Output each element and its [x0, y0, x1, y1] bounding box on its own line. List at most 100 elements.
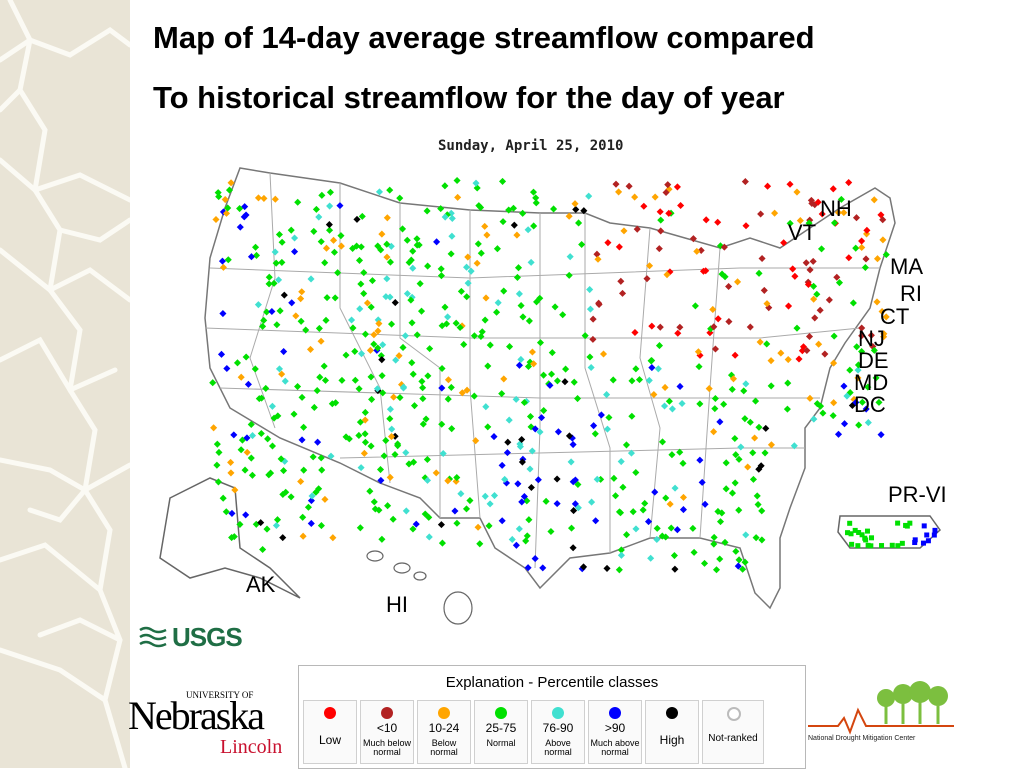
gauge-marker — [470, 332, 478, 340]
legend-item-much-above: >90 Much above normal — [588, 700, 642, 764]
gauge-marker — [338, 376, 346, 384]
gauge-marker — [877, 431, 885, 439]
gauge-marker — [921, 523, 927, 529]
gauge-marker — [758, 507, 766, 515]
gauge-marker — [357, 464, 365, 472]
gauge-marker — [213, 461, 221, 469]
gauge-marker — [732, 547, 740, 555]
gauge-marker — [280, 467, 288, 475]
gauge-marker — [490, 492, 499, 500]
gauge-marker — [609, 376, 617, 384]
title-line-2: To historical streamflow for the day of … — [153, 80, 785, 115]
gauge-marker — [317, 337, 325, 345]
gauge-marker — [388, 320, 396, 328]
gauge-marker — [486, 500, 494, 508]
gauge-marker — [612, 492, 620, 500]
gauge-marker — [380, 452, 388, 460]
gauge-marker — [386, 415, 394, 423]
label-ma: MA — [890, 254, 923, 279]
gauge-marker — [310, 227, 318, 235]
gauge-marker — [357, 280, 365, 288]
label-ak: AK — [246, 572, 276, 597]
gauge-marker — [254, 194, 262, 202]
gauge-marker — [732, 451, 740, 459]
gauge-marker — [780, 239, 788, 247]
gauge-marker — [370, 340, 378, 348]
gauge-marker — [627, 449, 635, 457]
gauge-marker — [306, 345, 315, 353]
gauge-marker — [525, 516, 533, 524]
gauge-marker — [332, 399, 340, 407]
gauge-marker — [655, 245, 663, 253]
gauge-marker — [702, 216, 710, 224]
gauge-marker — [835, 279, 844, 287]
gauge-marker — [231, 486, 239, 494]
gauge-marker — [368, 395, 376, 403]
gauge-marker — [809, 257, 817, 265]
gauge-marker — [757, 462, 765, 470]
gauge-marker — [508, 535, 516, 544]
cracked-texture-panel — [0, 0, 130, 768]
gauge-marker — [829, 412, 837, 420]
label-ct: CT — [880, 304, 910, 329]
gauge-marker — [494, 299, 502, 307]
gauge-marker — [628, 412, 636, 420]
gauge-marker — [646, 262, 654, 270]
gauge-marker — [321, 495, 329, 503]
gauge-marker — [841, 420, 849, 428]
gauge-marker — [349, 324, 357, 332]
gauge-marker — [258, 394, 266, 402]
gauge-marker — [554, 428, 562, 436]
gauge-marker — [805, 332, 814, 341]
gauge-marker — [728, 489, 737, 497]
gauge-marker — [391, 450, 399, 459]
gauge-marker — [451, 507, 459, 515]
gauge-marker — [527, 483, 535, 492]
gauge-marker — [617, 277, 625, 285]
gauge-marker — [735, 556, 743, 564]
gauge-marker — [438, 322, 446, 330]
gauge-marker — [761, 449, 769, 457]
gauge-marker — [444, 395, 452, 403]
gauge-marker — [735, 455, 743, 463]
gauge-marker — [236, 520, 244, 528]
gauge-marker — [599, 350, 608, 358]
gauge-marker — [294, 383, 302, 391]
gauge-marker — [873, 298, 881, 306]
gauge-marker — [810, 415, 818, 423]
gauge-marker — [668, 451, 676, 459]
gauge-marker — [660, 402, 669, 410]
gauge-marker — [394, 440, 402, 448]
gauge-marker — [500, 375, 508, 383]
gauge-marker — [784, 379, 792, 387]
gauge-marker — [259, 322, 267, 330]
legend-label-normal: 25-75 — [485, 721, 517, 735]
gauge-marker — [264, 435, 272, 443]
gauge-marker — [237, 446, 245, 454]
gauge-marker — [696, 400, 704, 408]
gauge-marker — [320, 362, 328, 370]
gauge-marker — [374, 242, 382, 250]
gauge-marker — [391, 299, 399, 307]
gauge-marker — [763, 300, 771, 308]
gauge-marker — [437, 205, 445, 213]
gauge-marker — [512, 541, 520, 549]
gauge-marker — [593, 250, 601, 258]
gauge-marker — [737, 443, 745, 451]
gauge-marker — [396, 194, 404, 202]
gauge-marker — [837, 195, 845, 203]
gauge-marker — [574, 504, 582, 512]
gauge-marker — [858, 398, 866, 406]
us-map-graphic — [159, 167, 941, 625]
gauge-marker — [721, 538, 729, 546]
gauge-marker — [569, 478, 577, 486]
gauge-marker — [317, 522, 325, 530]
gauge-marker — [307, 275, 315, 283]
gauge-marker — [816, 306, 824, 314]
ndmc-wordmark: National Drought Mitigation Center — [808, 735, 916, 742]
gauge-marker — [712, 566, 721, 574]
gauge-marker — [742, 531, 750, 539]
legend-sub-normal: Normal — [486, 738, 516, 748]
gauge-marker — [694, 348, 702, 356]
gauge-marker — [416, 280, 424, 288]
